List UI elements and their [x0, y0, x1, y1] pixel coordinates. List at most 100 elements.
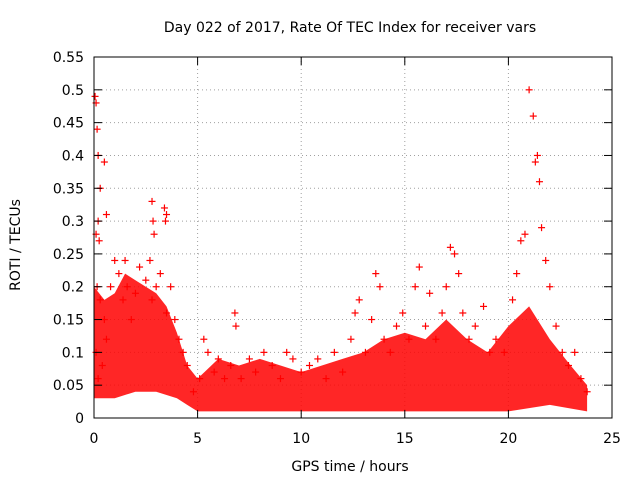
data-point	[525, 86, 533, 94]
data-point	[459, 309, 467, 317]
data-point	[432, 335, 440, 343]
data-point	[276, 375, 284, 383]
data-point	[500, 348, 508, 356]
data-point	[405, 335, 413, 343]
data-point	[127, 316, 135, 324]
data-point	[252, 368, 260, 376]
data-point	[204, 348, 212, 356]
data-point	[513, 270, 521, 278]
y-tick-label: 0.45	[53, 116, 84, 132]
data-point	[330, 348, 338, 356]
data-point	[347, 335, 355, 343]
y-tick-label: 0.35	[53, 181, 84, 197]
y-tick-label: 0.05	[53, 378, 84, 394]
data-point	[102, 335, 110, 343]
data-point	[415, 263, 423, 271]
data-point	[533, 151, 541, 159]
data-point	[189, 388, 197, 396]
data-point	[221, 375, 229, 383]
data-point	[471, 322, 479, 330]
chart-title: Day 022 of 2017, Rate Of TEC Index for r…	[164, 20, 536, 36]
data-point	[351, 309, 359, 317]
data-point	[237, 375, 245, 383]
data-point	[171, 316, 179, 324]
x-axis-label: GPS time / hours	[291, 459, 408, 475]
data-point	[148, 197, 156, 205]
data-point	[517, 237, 525, 245]
data-point	[96, 296, 104, 304]
data-point	[119, 296, 127, 304]
data-point	[529, 112, 537, 120]
data-point	[583, 388, 591, 396]
y-tick-label: 0.5	[62, 83, 84, 99]
x-tick-label: 25	[603, 431, 621, 447]
data-point	[196, 375, 204, 383]
data-point	[111, 256, 119, 264]
data-point	[480, 302, 488, 310]
data-point	[146, 256, 154, 264]
y-tick-label: 0.15	[53, 313, 84, 329]
data-point	[538, 224, 546, 232]
data-point	[322, 375, 330, 383]
data-point	[380, 335, 388, 343]
data-point	[160, 204, 168, 212]
y-tick-label: 0.4	[62, 148, 84, 164]
y-ticks: 0 0.05 0.1 0.15 0.2 0.25 0.3 0.35 0.4 0.45 0.5 0.55	[53, 50, 612, 427]
data-point	[297, 368, 305, 376]
data-point	[509, 296, 517, 304]
data-point	[175, 335, 183, 343]
y-axis-label: ROTI / TECUs	[8, 199, 24, 291]
data-point	[521, 230, 529, 238]
data-point	[150, 230, 158, 238]
data-band	[94, 273, 588, 412]
data-point	[289, 355, 297, 363]
data-point	[123, 283, 131, 291]
data-point	[210, 368, 218, 376]
data-point	[163, 211, 171, 219]
data-point	[91, 92, 99, 100]
data-point	[339, 368, 347, 376]
data-band-fill	[94, 273, 588, 412]
data-point	[451, 250, 459, 258]
data-point	[492, 335, 500, 343]
data-point	[161, 217, 169, 225]
data-point	[214, 355, 222, 363]
data-point	[131, 289, 139, 297]
y-tick-label: 0.3	[62, 214, 84, 230]
data-point	[531, 158, 539, 166]
y-tick-label: 0	[75, 411, 84, 427]
data-point	[100, 158, 108, 166]
data-point	[442, 283, 450, 291]
data-point	[465, 335, 473, 343]
x-tick-label: 15	[396, 431, 414, 447]
y-tick-label: 0.25	[53, 247, 84, 263]
data-point	[121, 256, 129, 264]
data-point	[393, 322, 401, 330]
data-point	[355, 296, 363, 304]
data-point	[564, 361, 572, 369]
data-point	[386, 348, 394, 356]
data-point	[183, 361, 191, 369]
data-point	[102, 211, 110, 219]
data-point	[107, 283, 115, 291]
data-point	[552, 322, 560, 330]
data-point	[100, 316, 108, 324]
data-point	[422, 322, 430, 330]
data-point	[245, 355, 253, 363]
data-point	[399, 309, 407, 317]
data-point	[167, 283, 175, 291]
data-point	[268, 361, 276, 369]
data-point	[136, 263, 144, 271]
data-point	[361, 348, 369, 356]
data-point	[142, 276, 150, 284]
data-point	[372, 270, 380, 278]
y-tick-label: 0.55	[53, 50, 84, 66]
data-point	[179, 348, 187, 356]
data-point	[546, 283, 554, 291]
x-tick-label: 0	[90, 431, 99, 447]
data-point	[149, 217, 157, 225]
x-tick-label: 10	[292, 431, 310, 447]
x-tick-label: 20	[499, 431, 517, 447]
data-point	[148, 296, 156, 304]
